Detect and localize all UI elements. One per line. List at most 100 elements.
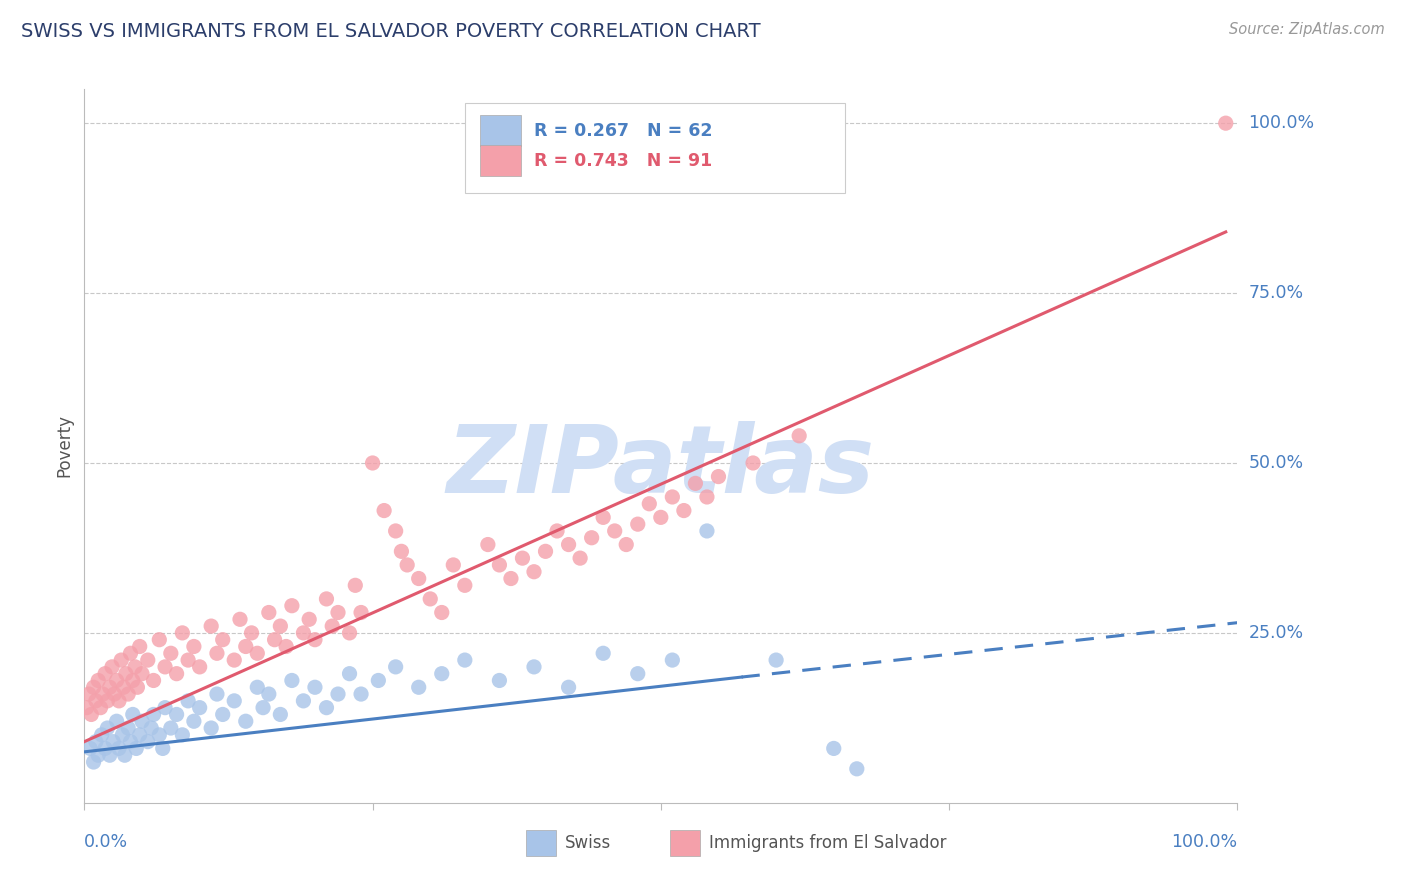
Point [79, 741, 101, 756]
Point [581, 531, 603, 545]
Point [339, 626, 361, 640]
Point [430, 606, 453, 620]
Point [326, 606, 349, 620]
Point [263, 632, 285, 647]
Point [108, 694, 131, 708]
Point [557, 537, 579, 551]
Point [117, 721, 139, 735]
Point [117, 687, 139, 701]
Point [229, 612, 252, 626]
Point [112, 680, 135, 694]
FancyBboxPatch shape [526, 830, 555, 856]
Point [292, 626, 315, 640]
Text: ZIPatlas: ZIPatlas [447, 421, 875, 514]
Point [350, 606, 373, 620]
Point [166, 666, 188, 681]
Point [246, 646, 269, 660]
Point [592, 646, 614, 660]
Point [108, 741, 131, 756]
Point [105, 714, 128, 729]
FancyBboxPatch shape [479, 145, 522, 177]
Point [121, 707, 143, 722]
Point [627, 666, 650, 681]
Point [315, 591, 337, 606]
Point [269, 619, 291, 633]
Point [614, 537, 637, 551]
Point [592, 510, 614, 524]
Point [257, 687, 280, 701]
FancyBboxPatch shape [479, 115, 522, 146]
Point [188, 660, 211, 674]
Point [512, 551, 534, 566]
Point [153, 700, 176, 714]
Point [128, 640, 150, 654]
Point [315, 700, 337, 714]
Point [127, 680, 149, 694]
Point [120, 646, 142, 660]
Point [136, 734, 159, 748]
Point [183, 714, 205, 729]
Point [96, 694, 118, 708]
Point [419, 591, 441, 606]
Point [141, 721, 163, 735]
Point [845, 762, 868, 776]
Point [523, 565, 546, 579]
Text: 50.0%: 50.0% [1249, 454, 1303, 472]
Text: Swiss: Swiss [565, 834, 612, 852]
Point [367, 673, 389, 688]
Point [183, 640, 205, 654]
Point [91, 687, 114, 701]
Point [114, 748, 136, 763]
Point [101, 660, 124, 674]
Point [235, 714, 257, 729]
Point [120, 734, 142, 748]
Point [111, 728, 134, 742]
Text: Immigrants from El Salvador: Immigrants from El Salvador [709, 834, 946, 852]
Point [304, 632, 326, 647]
Point [384, 524, 406, 538]
Point [391, 544, 413, 558]
Point [166, 707, 188, 722]
Text: 25.0%: 25.0% [1249, 624, 1303, 642]
Point [454, 578, 477, 592]
Point [224, 653, 246, 667]
Point [235, 640, 257, 654]
Point [672, 503, 695, 517]
Point [742, 456, 765, 470]
Point [569, 551, 592, 566]
Point [477, 537, 499, 551]
Point [534, 544, 557, 558]
Point [205, 687, 228, 701]
Point [707, 469, 730, 483]
Point [80, 707, 103, 722]
Point [148, 728, 170, 742]
Point [94, 666, 117, 681]
Point [321, 619, 343, 633]
Point [124, 660, 146, 674]
Point [1215, 116, 1237, 130]
Point [98, 680, 121, 694]
Point [787, 429, 810, 443]
Point [83, 680, 105, 694]
Point [200, 619, 222, 633]
Text: 100.0%: 100.0% [1249, 114, 1315, 132]
Point [488, 558, 510, 572]
Point [326, 687, 349, 701]
Point [276, 640, 298, 654]
Point [177, 694, 200, 708]
Point [488, 673, 510, 688]
Point [603, 524, 626, 538]
Point [205, 646, 228, 660]
Point [84, 694, 107, 708]
Point [546, 524, 568, 538]
Point [292, 694, 315, 708]
Point [304, 680, 326, 694]
Point [77, 687, 100, 701]
Point [765, 653, 787, 667]
Point [136, 653, 159, 667]
Point [661, 490, 683, 504]
Point [224, 694, 246, 708]
Point [339, 666, 361, 681]
Point [350, 687, 373, 701]
Point [125, 741, 148, 756]
